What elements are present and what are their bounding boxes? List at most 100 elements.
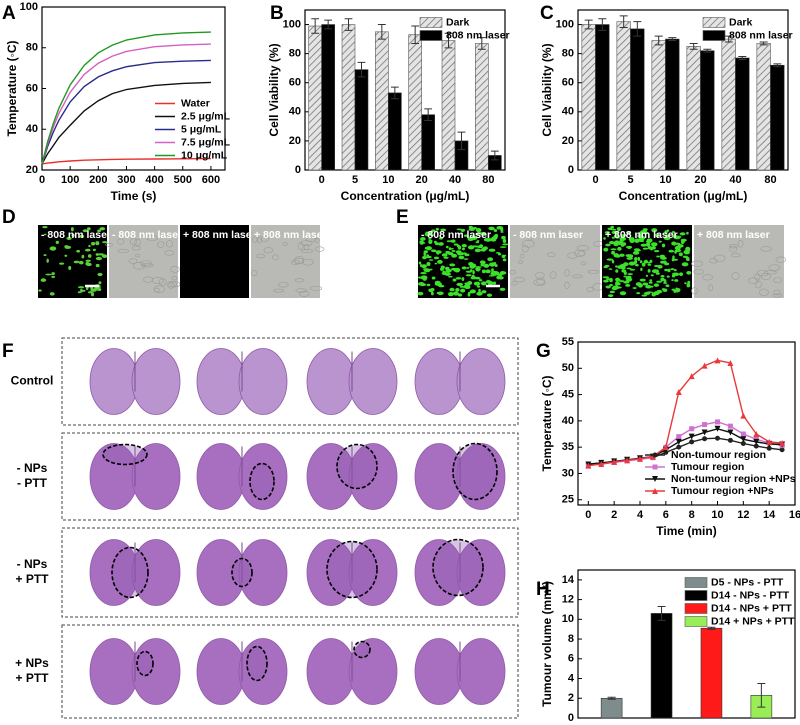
tumour-outline	[326, 540, 378, 599]
x-tick-label: 600	[202, 174, 220, 186]
marker	[766, 438, 773, 445]
cell	[611, 230, 619, 235]
legend-marker	[652, 452, 658, 458]
cell	[77, 291, 81, 294]
hemisphere	[456, 539, 506, 606]
y-tick-label: 25	[562, 494, 574, 506]
cell	[603, 237, 606, 240]
cell	[423, 252, 427, 257]
cell	[471, 274, 475, 279]
y-tick-label: 60	[562, 77, 574, 89]
cell	[671, 288, 676, 291]
cell	[663, 237, 671, 241]
marker	[727, 429, 734, 436]
x-tick-label: 10	[711, 509, 723, 521]
bar	[721, 38, 736, 171]
legend-swatch	[684, 603, 708, 614]
cell-shadow	[130, 238, 138, 246]
cell	[90, 292, 95, 297]
legend-label: 7.5 μg/mL	[181, 136, 231, 148]
cell	[501, 235, 506, 240]
cell	[616, 226, 621, 232]
legend-swatch	[684, 590, 708, 601]
cell-shadow	[294, 278, 305, 283]
bar	[651, 40, 666, 171]
cell	[618, 280, 625, 283]
error-bar	[724, 35, 733, 43]
cell-shadow	[580, 261, 587, 266]
marker	[714, 425, 721, 432]
y-tick-label: 100	[20, 1, 38, 13]
cell	[475, 227, 482, 233]
cell	[608, 268, 613, 270]
panel-letter: A	[2, 3, 16, 24]
cell	[627, 231, 631, 235]
cell	[626, 245, 633, 249]
cell	[475, 267, 479, 271]
y-tick-label: 14	[562, 574, 575, 586]
cell-shadow	[567, 252, 578, 259]
legend-label: 808 nm laser	[446, 29, 510, 41]
cell	[451, 249, 456, 252]
micrograph	[105, 225, 181, 298]
brain-section	[196, 539, 288, 606]
cell	[627, 273, 634, 276]
error-bar	[607, 696, 616, 700]
y-tick-label: 80	[289, 48, 301, 60]
row-label: - PTT	[17, 476, 48, 490]
cell-shadow	[164, 250, 175, 256]
image-label: - 808 nm laser	[421, 229, 491, 241]
legend-swatch	[419, 17, 443, 28]
bar	[650, 613, 673, 719]
y-tick-label: 35	[562, 441, 574, 453]
cell	[615, 255, 620, 258]
cell-shadow	[702, 274, 713, 281]
brain-section	[196, 638, 288, 705]
cell	[623, 275, 628, 278]
cell-shadow	[272, 254, 279, 261]
image-bg	[180, 225, 249, 298]
row-frame	[61, 527, 519, 618]
cell	[478, 279, 483, 282]
cell	[488, 226, 495, 231]
hemisphere	[348, 539, 398, 606]
cell	[637, 238, 645, 241]
cell	[611, 259, 615, 264]
legend-label: Tumour region +NPs	[671, 485, 774, 497]
cell	[434, 280, 441, 284]
x-tick-label: 100	[61, 174, 79, 186]
cell	[475, 266, 482, 268]
image-label: - 808 nm laser	[513, 229, 583, 241]
cell	[483, 263, 490, 268]
brain-section	[89, 638, 181, 705]
cell	[453, 243, 459, 246]
cell-shadow	[773, 289, 781, 296]
cell	[95, 256, 103, 261]
cell	[634, 256, 638, 261]
cell	[64, 254, 68, 257]
cell-shadow	[273, 288, 285, 293]
line	[41, 31, 211, 165]
cell-shadow	[535, 271, 545, 279]
bar	[408, 34, 422, 171]
legend-swatch	[684, 616, 708, 627]
cell	[80, 288, 83, 293]
cell	[458, 255, 465, 260]
cell-shadow	[768, 264, 781, 271]
cell-shadow	[134, 238, 141, 247]
cell-shadow	[713, 254, 726, 262]
cell	[617, 246, 622, 251]
micrograph	[250, 225, 325, 298]
bar	[600, 697, 623, 719]
cell	[428, 237, 432, 240]
cell	[625, 276, 630, 281]
x-tick-label: 0	[592, 174, 598, 186]
row-frame	[61, 624, 519, 719]
cell	[628, 261, 636, 266]
hemisphere	[238, 539, 288, 606]
cell	[476, 240, 480, 242]
cell	[502, 258, 507, 262]
cell	[620, 243, 625, 247]
error-bar	[598, 18, 607, 31]
legend-label: Tumour region	[671, 461, 744, 473]
